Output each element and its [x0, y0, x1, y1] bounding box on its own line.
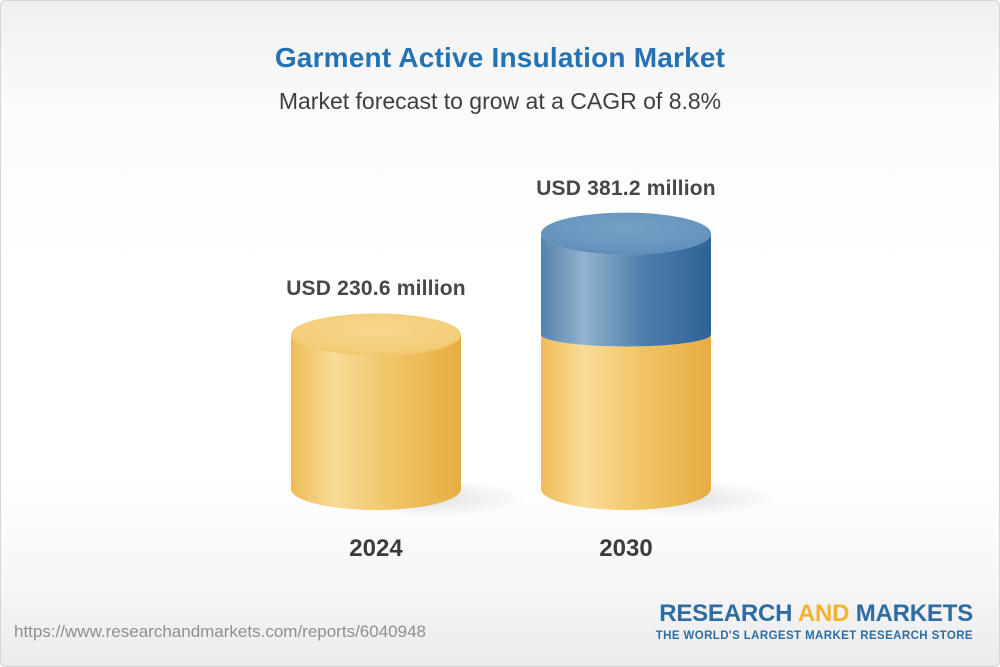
value-label-0: USD 230.6 million — [286, 277, 466, 301]
bar-2030-segment-base — [541, 334, 711, 510]
bar-2030-top — [541, 212, 711, 255]
value-label-1: USD 381.2 million — [536, 176, 716, 200]
year-label-0: 2024 — [349, 535, 403, 562]
logo-tagline: THE WORLD'S LARGEST MARKET RESEARCH STOR… — [655, 630, 973, 643]
logo-and: AND — [797, 600, 850, 627]
logo-markets: MARKETS — [855, 600, 973, 627]
bar-shadow — [592, 479, 776, 517]
bar-2024-top — [291, 313, 461, 356]
report-url[interactable]: https://www.researchandmarkets.com/repor… — [14, 622, 426, 641]
page-title: Garment Active Insulation Market — [274, 42, 726, 73]
logo-research: RESEARCH — [659, 600, 793, 627]
bars-layer — [291, 212, 776, 517]
logo-wordmark: RESEARCH AND MARKETS — [656, 600, 973, 627]
bar-shadow — [342, 479, 526, 517]
brand-logo[interactable]: RESEARCH AND MARKETS THE WORLD'S LARGEST… — [655, 600, 973, 643]
year-label-1: 2030 — [599, 535, 653, 562]
bar-2024-segment-base — [291, 334, 461, 510]
bar-2030-segment-growth — [541, 233, 711, 347]
page-subtitle: Market forecast to grow at a CAGR of 8.8… — [278, 88, 722, 114]
